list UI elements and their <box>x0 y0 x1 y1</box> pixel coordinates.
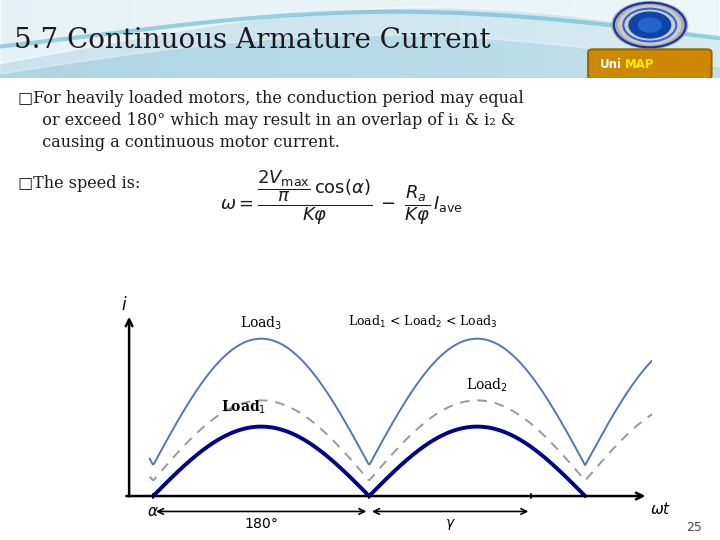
Text: Load$_1$: Load$_1$ <box>221 399 266 416</box>
Text: Load$_1$ < Load$_2$ < Load$_3$: Load$_1$ < Load$_2$ < Load$_3$ <box>348 314 498 330</box>
FancyBboxPatch shape <box>588 49 711 79</box>
Text: Uni: Uni <box>600 58 622 71</box>
Text: or exceed 180° which may result in an overlap of i₁ & i₂ &: or exceed 180° which may result in an ov… <box>32 112 515 129</box>
Text: $\omega = \dfrac{\dfrac{2V_{\rm max}}{\pi}\,\cos(\alpha)}{K\varphi}\;-\;\dfrac{R: $\omega = \dfrac{\dfrac{2V_{\rm max}}{\p… <box>220 168 463 226</box>
Text: 25: 25 <box>686 521 702 534</box>
Circle shape <box>639 18 661 32</box>
Text: 5.7 Continuous Armature Current: 5.7 Continuous Armature Current <box>14 27 491 54</box>
Text: $180°$: $180°$ <box>244 517 278 531</box>
Text: causing a continuous motor current.: causing a continuous motor current. <box>32 134 340 151</box>
Text: $\omega t$: $\omega t$ <box>650 501 672 517</box>
Text: $i$: $i$ <box>121 296 127 314</box>
Text: $\alpha$: $\alpha$ <box>148 505 159 519</box>
Circle shape <box>612 2 688 49</box>
Text: Load$_3$: Load$_3$ <box>240 315 282 333</box>
Text: Load$_2$: Load$_2$ <box>467 376 508 394</box>
Text: □For heavily loaded motors, the conduction period may equal: □For heavily loaded motors, the conducti… <box>18 90 523 107</box>
Circle shape <box>629 12 670 38</box>
Text: MAP: MAP <box>624 58 654 71</box>
Circle shape <box>618 6 681 44</box>
Text: $\gamma$: $\gamma$ <box>445 517 456 532</box>
Text: □The speed is:: □The speed is: <box>18 176 140 192</box>
